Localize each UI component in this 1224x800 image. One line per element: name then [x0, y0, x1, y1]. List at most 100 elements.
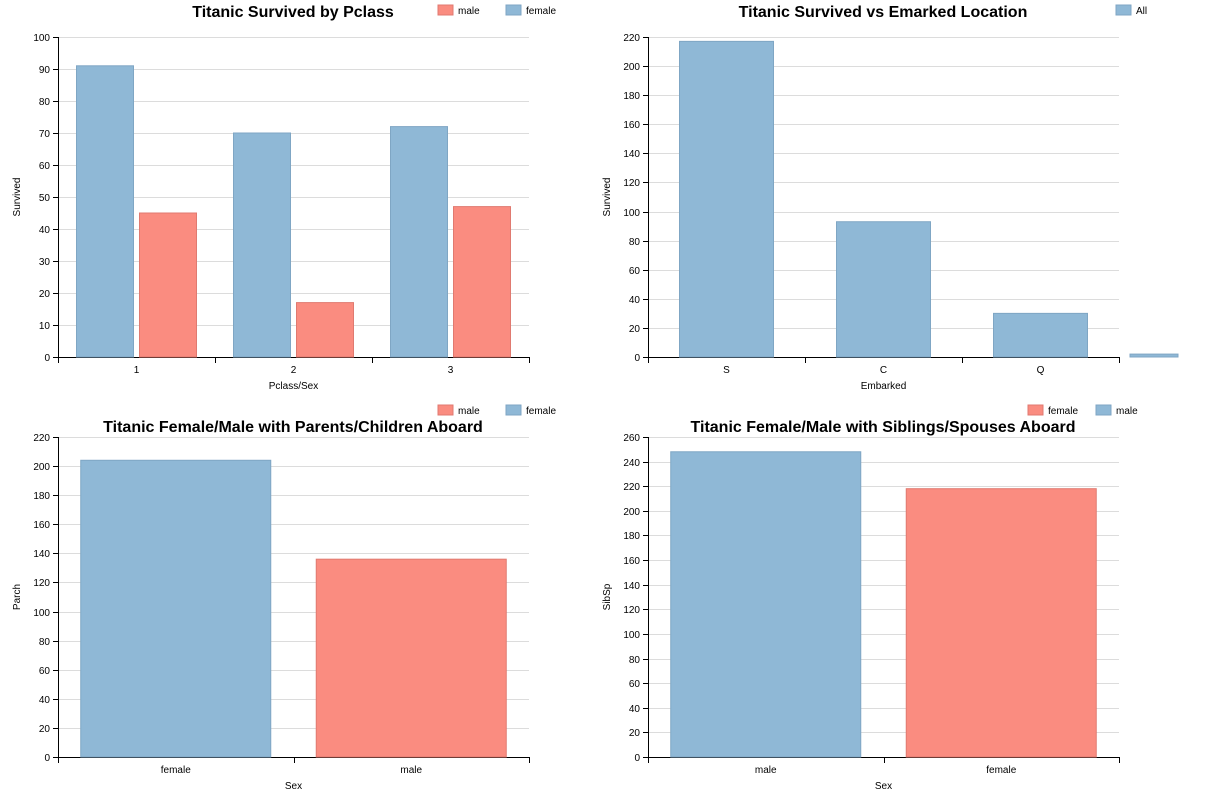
bar [905, 488, 1097, 758]
y-tick-label: 200 [623, 62, 640, 73]
y-tick-label: 60 [39, 666, 51, 677]
y-tick-label: 100 [623, 630, 640, 641]
y-tick-label: 160 [33, 520, 50, 531]
y-tick-label: 120 [623, 178, 640, 189]
y-tick-label: 0 [44, 753, 50, 764]
legend-label: All [1136, 6, 1147, 17]
chart-title: Titanic Survived vs Emarked Location [739, 4, 1028, 21]
y-tick-label: 50 [39, 193, 51, 204]
legend-label: female [1048, 406, 1078, 417]
y-axis-label: Parch [12, 584, 23, 610]
y-tick-label: 80 [629, 655, 641, 666]
y-tick-label: 40 [39, 695, 51, 706]
y-tick-label: 80 [629, 237, 641, 248]
bar [993, 312, 1088, 358]
y-tick-label: 220 [33, 433, 50, 444]
y-tick-label: 20 [629, 324, 641, 335]
bar [139, 212, 197, 358]
legend-swatch [505, 404, 522, 416]
y-tick-label: 0 [634, 353, 640, 364]
y-tick-label: 140 [33, 549, 50, 560]
bar [80, 459, 272, 758]
y-tick-label: 80 [39, 637, 51, 648]
y-tick-label: 200 [623, 507, 640, 518]
chart-1: 0 10 20 30 40 50 60 70 80 90 100 1 2 3 Titanic Survive… [12, 4, 556, 392]
y-tick-label: 20 [629, 728, 641, 739]
bar [453, 206, 511, 358]
bar [1129, 353, 1179, 358]
y-tick-label: 40 [629, 704, 641, 715]
chart-4: 0 20 40 60 80 100 120 140 160 180 200 220 240 260 male… [602, 404, 1138, 792]
y-tick-label: 180 [623, 91, 640, 102]
legend-swatch [1027, 404, 1044, 416]
y-axis-label: Survived [602, 178, 613, 217]
y-tick-label: 0 [634, 753, 640, 764]
y-tick-label: 220 [623, 482, 640, 493]
bar [233, 132, 291, 358]
y-axis-label: SibSp [602, 583, 613, 610]
y-axis-label: Survived [12, 178, 23, 217]
y-tick-label: 0 [44, 353, 50, 364]
y-tick-label: 260 [623, 433, 640, 444]
y-tick-label: 20 [39, 289, 51, 300]
legend-swatch [1115, 4, 1132, 16]
y-tick-label: 120 [33, 578, 50, 589]
y-tick-label: 60 [39, 161, 51, 172]
y-tick-label: 30 [39, 257, 51, 268]
y-tick-label: 40 [39, 225, 51, 236]
x-tick-label: 3 [448, 365, 454, 376]
x-axis-label: Sex [285, 781, 302, 792]
x-tick-label: C [880, 365, 887, 376]
chart-title: Titanic Female/Male with Siblings/Spouse… [691, 419, 1076, 436]
y-tick-label: 60 [629, 266, 641, 277]
legend-swatch [437, 4, 454, 16]
y-tick-label: 140 [623, 149, 640, 160]
y-tick-label: 160 [623, 556, 640, 567]
bar [390, 126, 448, 358]
y-tick-label: 180 [623, 531, 640, 542]
x-tick-label: female [161, 765, 191, 776]
x-axis-label: Embarked [861, 381, 907, 392]
legend-label: male [1116, 406, 1138, 417]
y-tick-label: 160 [623, 120, 640, 131]
y-tick-label: 100 [33, 33, 50, 44]
y-tick-label: 240 [623, 458, 640, 469]
legend-label: male [458, 406, 480, 417]
bar [679, 40, 774, 358]
x-tick-label: 1 [134, 365, 140, 376]
legend-label: female [526, 6, 556, 17]
y-tick-label: 100 [33, 608, 50, 619]
y-tick-label: 10 [39, 321, 51, 332]
y-tick-label: 80 [39, 97, 51, 108]
y-tick-label: 140 [623, 581, 640, 592]
legend-swatch [505, 4, 522, 16]
y-tick-label: 20 [39, 724, 51, 735]
x-axis-label: Sex [875, 781, 892, 792]
bar [670, 451, 862, 758]
bar [836, 221, 931, 358]
bar [315, 558, 507, 758]
y-tick-label: 220 [623, 33, 640, 44]
chart-title: Titanic Survived by Pclass [192, 4, 394, 21]
y-tick-label: 40 [629, 295, 641, 306]
legend-label: female [526, 406, 556, 417]
legend-swatch [437, 404, 454, 416]
chart-2: 0 20 40 60 80 100 120 140 160 180 200 220 S C Q Titanic… [602, 4, 1179, 392]
x-tick-label: S [723, 365, 730, 376]
y-tick-label: 180 [33, 491, 50, 502]
x-tick-label: Q [1037, 365, 1045, 376]
y-tick-label: 60 [629, 679, 641, 690]
y-tick-label: 70 [39, 129, 51, 140]
legend-swatch [1095, 404, 1112, 416]
x-tick-label: male [400, 765, 422, 776]
y-tick-label: 100 [623, 208, 640, 219]
x-axis-label: Pclass/Sex [269, 381, 318, 392]
legend-label: male [458, 6, 480, 17]
chart-3: 0 20 40 60 80 100 120 140 160 180 200 220 female male… [12, 404, 556, 792]
chart-title: Titanic Female/Male with Parents/Childre… [103, 419, 483, 436]
y-tick-label: 200 [33, 462, 50, 473]
bar [296, 302, 354, 358]
bar [76, 65, 134, 358]
y-tick-label: 90 [39, 65, 51, 76]
